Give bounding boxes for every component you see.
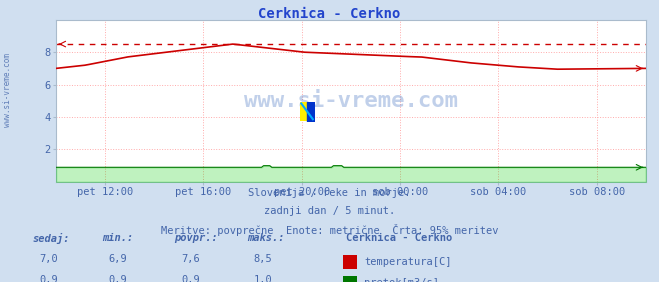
- Text: www.si-vreme.com: www.si-vreme.com: [244, 91, 458, 111]
- Text: pretok[m3/s]: pretok[m3/s]: [364, 278, 440, 282]
- Text: temperatura[C]: temperatura[C]: [364, 257, 452, 267]
- Text: 7,0: 7,0: [40, 254, 58, 264]
- Text: zadnji dan / 5 minut.: zadnji dan / 5 minut.: [264, 206, 395, 216]
- Text: 8,5: 8,5: [254, 254, 272, 264]
- Text: 0,9: 0,9: [40, 275, 58, 282]
- Text: 0,9: 0,9: [181, 275, 200, 282]
- Text: www.si-vreme.com: www.si-vreme.com: [3, 53, 13, 127]
- Text: Meritve: povprečne  Enote: metrične  Črta: 95% meritev: Meritve: povprečne Enote: metrične Črta:…: [161, 224, 498, 236]
- Text: 7,6: 7,6: [181, 254, 200, 264]
- Text: sedaj:: sedaj:: [33, 233, 71, 244]
- Text: Slovenija / reke in morje.: Slovenija / reke in morje.: [248, 188, 411, 197]
- Text: maks.:: maks.:: [247, 233, 285, 243]
- Text: 1,0: 1,0: [254, 275, 272, 282]
- Text: 6,9: 6,9: [109, 254, 127, 264]
- Text: Cerknica - Cerkno: Cerknica - Cerkno: [258, 7, 401, 21]
- Text: 0,9: 0,9: [109, 275, 127, 282]
- Text: min.:: min.:: [102, 233, 133, 243]
- Text: povpr.:: povpr.:: [175, 233, 218, 243]
- Text: Cerknica - Cerkno: Cerknica - Cerkno: [346, 233, 452, 243]
